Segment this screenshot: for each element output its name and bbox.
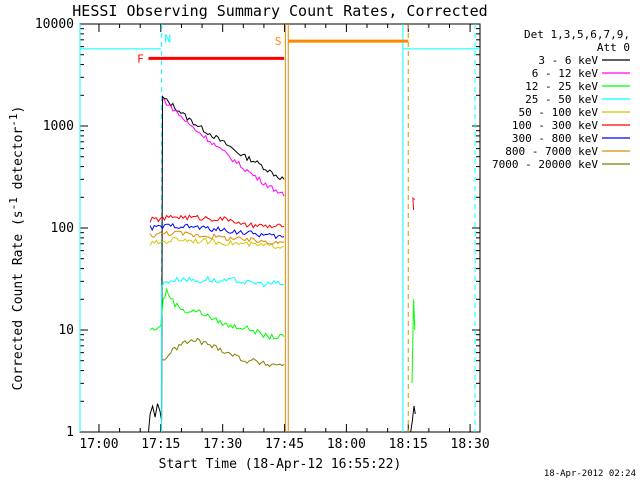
series-line [149, 237, 285, 249]
x-tick-label: 17:45 [265, 437, 304, 452]
legend-entry-label: 25 - 50 keV [525, 93, 598, 106]
x-tick-label: 17:00 [79, 437, 118, 452]
plot-frame [79, 23, 481, 433]
series-line [149, 222, 285, 240]
y-tick-label: 10 [58, 323, 74, 338]
generation-timestamp: 18-Apr-2012 02:24 [544, 469, 636, 479]
series-line [410, 405, 416, 433]
y-tick-label: 10000 [35, 17, 74, 32]
y-tick-label: 1 [66, 425, 74, 440]
legend-entry-label: 7000 - 20000 keV [492, 158, 598, 171]
series-line [162, 337, 285, 368]
x-tick-label: 17:30 [203, 437, 242, 452]
legend-entry-label: 3 - 6 keV [538, 54, 598, 67]
series-line [149, 214, 285, 229]
series-line [413, 198, 416, 200]
legend-entry-label: 300 - 800 keV [512, 132, 598, 145]
series-line [411, 299, 416, 384]
chart-title: HESSI Observing Summary Count Rates, Cor… [72, 2, 487, 20]
x-tick-label: 17:15 [141, 437, 180, 452]
series-line [149, 287, 285, 341]
series-line [149, 230, 285, 245]
legend-header-detectors: Det 1,3,5,6,7,9, [524, 28, 630, 41]
orbit-bar-label: S [275, 35, 282, 48]
legend-entry-label: 100 - 300 keV [512, 119, 598, 132]
legend-entry-label: 800 - 7000 keV [505, 145, 598, 158]
legend-entry-label: 6 - 12 keV [532, 67, 599, 80]
legend-entry-label: 12 - 25 keV [525, 80, 598, 93]
series-line [161, 275, 285, 432]
x-tick-label: 18:30 [451, 437, 490, 452]
x-axis-label: Start Time (18-Apr-12 16:55:22) [159, 457, 402, 472]
y-tick-label: 100 [51, 221, 74, 236]
series-line [412, 197, 415, 211]
orbit-bar-label: F [137, 52, 144, 65]
orbit-bar-label: N [164, 33, 171, 46]
y-tick-label: 1000 [43, 119, 74, 134]
legend-header-attenuator: Att 0 [597, 41, 630, 54]
y-axis-label: Corrected Count Rate (s-1 detector-1) [7, 106, 26, 391]
x-tick-label: 18:00 [327, 437, 366, 452]
series-line [162, 97, 285, 197]
legend-entry-label: 50 - 100 keV [519, 106, 599, 119]
x-tick-label: 18:15 [389, 437, 428, 452]
